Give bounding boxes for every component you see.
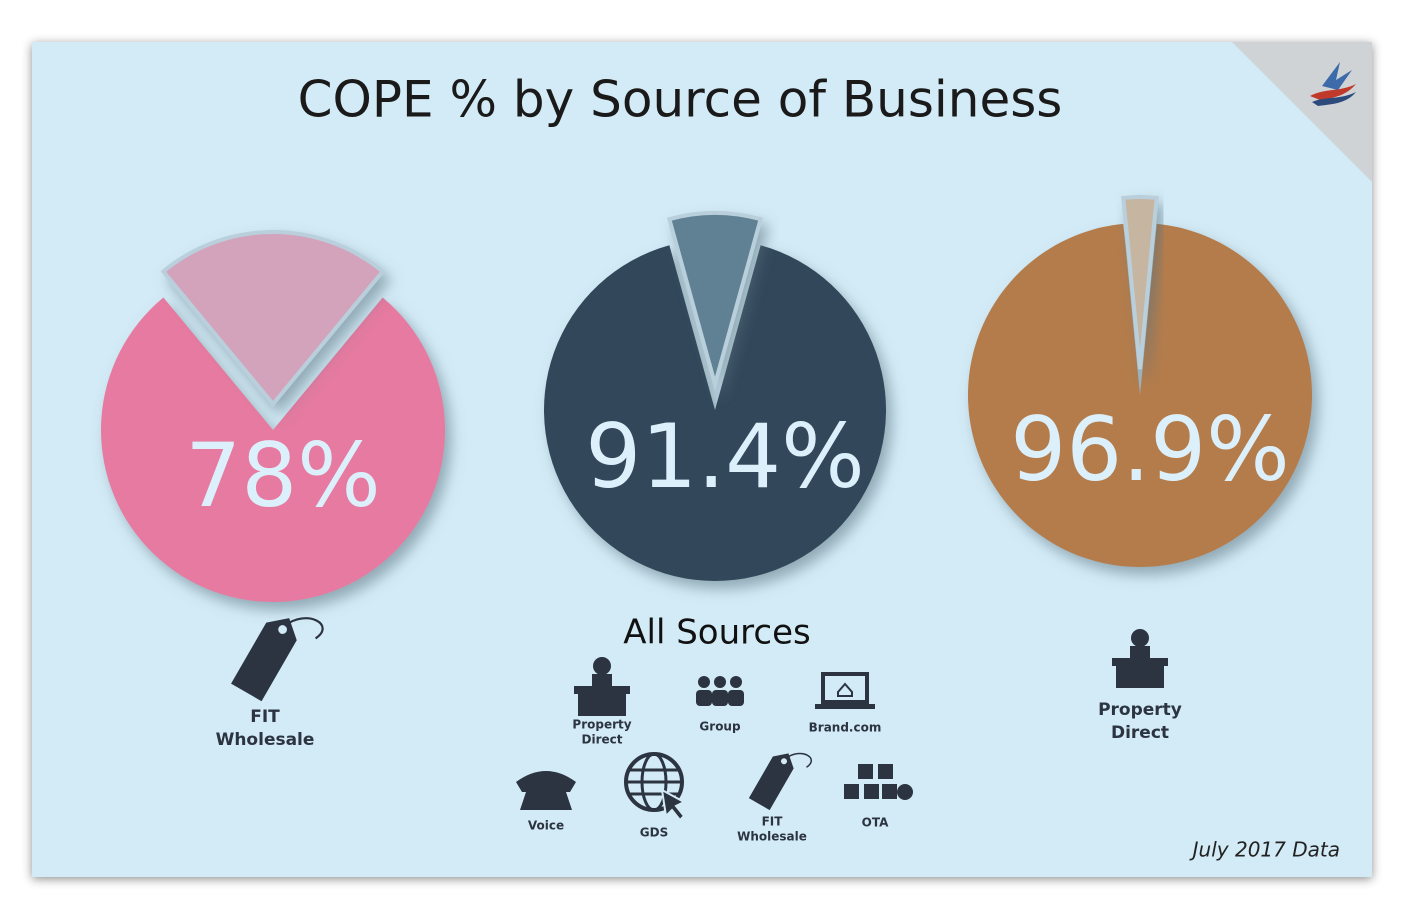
footnote: July 2017 Data	[1189, 838, 1340, 862]
icon-tag	[748, 752, 813, 811]
pie-slice-exploded	[1121, 195, 1159, 370]
icon-shape	[781, 758, 787, 765]
icon-shape	[815, 704, 875, 709]
icon-shape	[878, 764, 893, 779]
caption: Property	[1098, 700, 1182, 720]
icon-tag	[231, 617, 324, 702]
pie-slice	[544, 245, 887, 581]
icon-shape	[844, 784, 859, 799]
logo	[1310, 62, 1356, 106]
icon-shape	[284, 617, 324, 640]
icon-shape	[696, 690, 712, 706]
caption: Wholesale	[216, 730, 315, 750]
icon-shape	[516, 771, 576, 792]
corner-fold	[1232, 42, 1372, 182]
icon-shape	[785, 752, 813, 768]
caption: FIT	[250, 707, 280, 727]
icon-shape	[520, 792, 572, 810]
value-label: 96.9%	[1010, 398, 1290, 501]
icon-shape	[698, 676, 710, 688]
icon-shape	[728, 690, 744, 706]
value-label: 91.4%	[585, 405, 865, 508]
icon-shape	[592, 674, 612, 686]
icon-shape	[1116, 666, 1164, 688]
caption: Direct	[1111, 723, 1169, 743]
value-label: 78%	[185, 424, 381, 527]
icon-shape	[858, 764, 873, 779]
icon-shape	[593, 657, 611, 675]
pie-slice-exploded	[666, 211, 764, 392]
icon-shape	[1131, 629, 1149, 647]
pie-slice	[968, 223, 1312, 568]
source-label: OTA	[862, 816, 889, 830]
caption: All Sources	[623, 613, 810, 653]
source-label: GDS	[640, 826, 668, 840]
icon-shape	[574, 686, 630, 694]
chart-title: COPE % by Source of Business	[298, 71, 1063, 129]
icon-shape	[1130, 646, 1150, 658]
icon-shape	[578, 694, 626, 716]
icon-shape	[837, 682, 853, 697]
source-label: Voice	[528, 819, 564, 833]
icon-shape	[712, 690, 728, 706]
source-label: Brand.com	[809, 721, 882, 735]
icon-shape	[278, 625, 288, 634]
icon-shape	[821, 672, 869, 704]
pie-slice	[100, 297, 446, 602]
icon-shape	[748, 753, 794, 811]
source-label: Group	[699, 720, 741, 734]
source-label: Wholesale	[737, 830, 807, 844]
icon-shape	[714, 676, 726, 688]
icon-shape	[882, 784, 897, 799]
source-label: FIT	[762, 815, 784, 829]
pie-slice-exploded	[160, 230, 386, 408]
icon-shape	[864, 784, 879, 799]
icon-shape	[660, 788, 687, 822]
icon-shape	[730, 676, 742, 688]
source-label: Property	[572, 718, 631, 732]
icon-shape	[897, 784, 913, 800]
icon-shape	[1112, 658, 1168, 666]
icon-shape	[231, 618, 297, 702]
source-label: Direct	[582, 733, 623, 747]
